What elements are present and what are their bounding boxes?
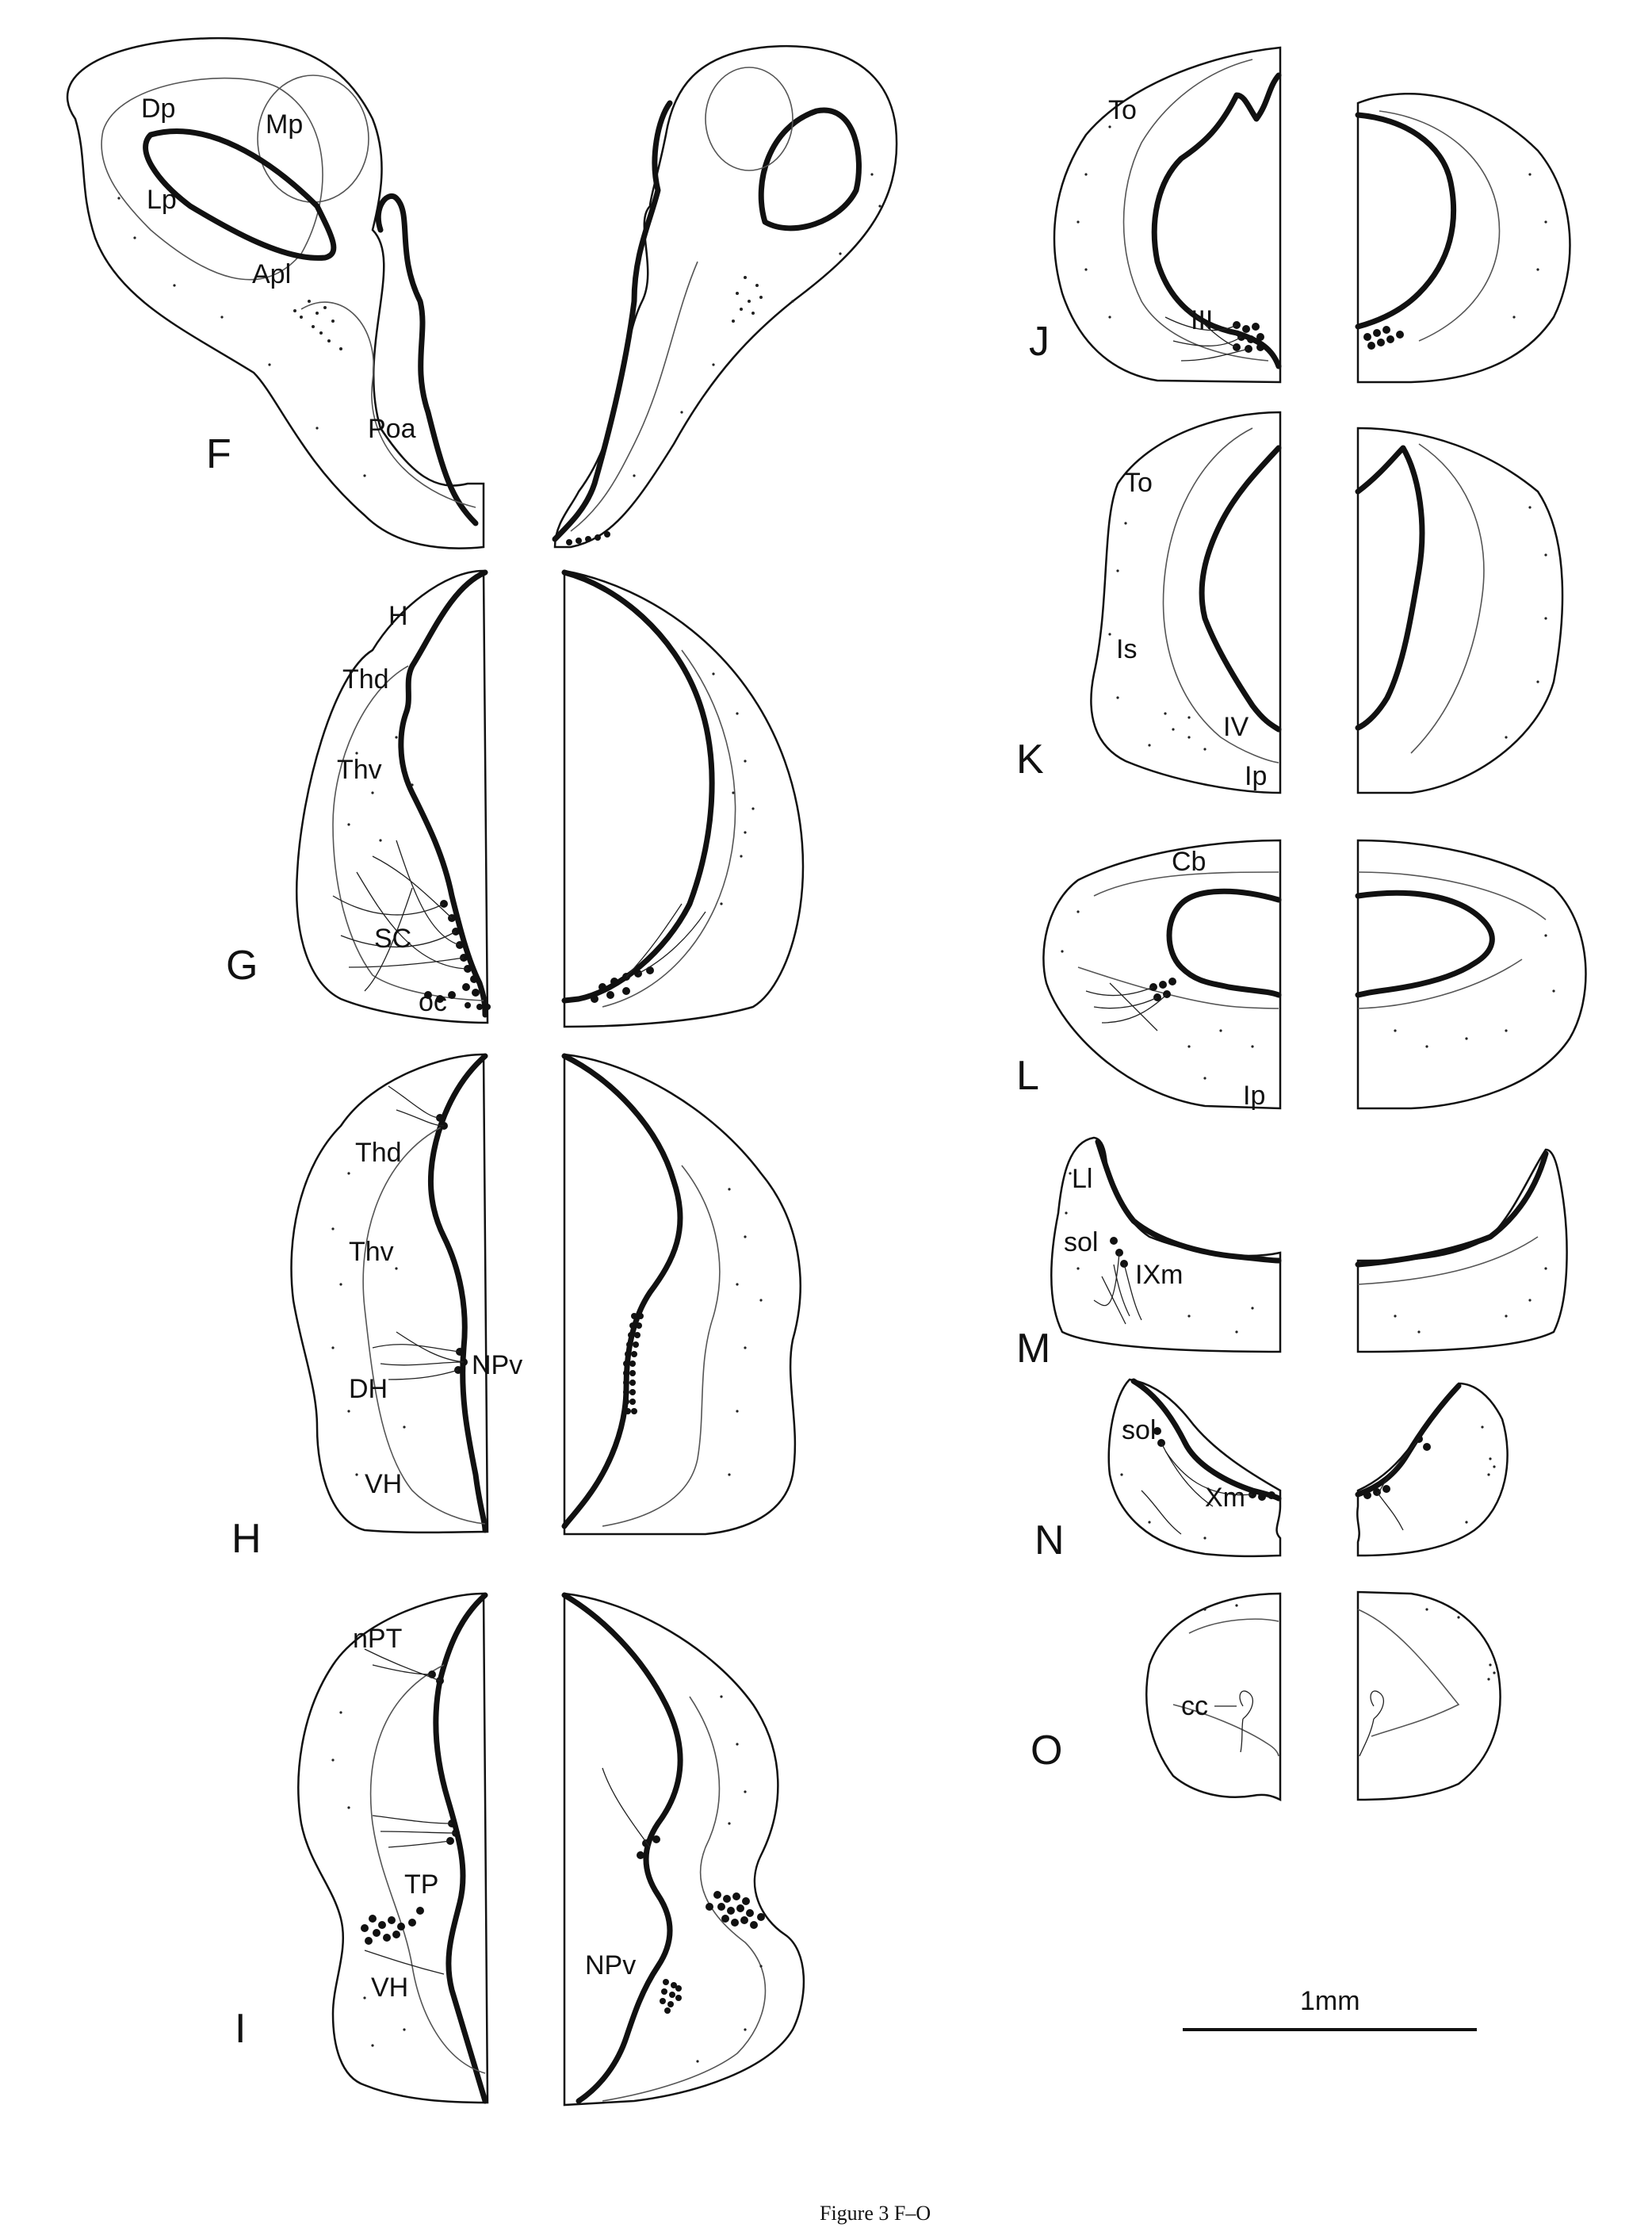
region-label-sol-n: sol: [1122, 1415, 1156, 1445]
region-label-xm: Xm: [1205, 1483, 1245, 1513]
section-label-o: O: [1031, 1728, 1062, 1774]
section-g: H Thd Thv SC oc G: [226, 569, 805, 1028]
region-label-ip-l: Ip: [1243, 1081, 1265, 1111]
section-m: Ll sol IXm M: [1016, 1136, 1568, 1372]
region-label-iii: III: [1191, 305, 1213, 335]
region-label-npt: nPT: [353, 1624, 402, 1654]
section-n: sol Xm N: [1034, 1378, 1509, 1563]
section-h: Thd Thv NPv DH VH H: [231, 1053, 801, 1562]
section-label-j: J: [1029, 319, 1050, 365]
section-o: cc O: [1031, 1590, 1501, 1802]
region-label-npv-h: NPv: [472, 1350, 522, 1380]
section-i: nPT TP VH NPv I: [235, 1592, 805, 2107]
region-label-thv-g: Thv: [337, 755, 382, 785]
section-label-i: I: [235, 2006, 246, 2052]
region-label-sol-m: sol: [1064, 1227, 1098, 1257]
section-label-f: F: [206, 431, 231, 477]
region-label-apl: Apl: [252, 259, 291, 289]
region-label-lp: Lp: [147, 185, 177, 215]
region-label-dh: DH: [349, 1374, 388, 1404]
region-label-to-k: To: [1124, 468, 1153, 498]
region-label-vh-h: VH: [365, 1469, 402, 1499]
region-label-cb: Cb: [1172, 847, 1206, 877]
section-l: Cb Ip L: [1016, 839, 1587, 1111]
region-label-ip-k: Ip: [1245, 761, 1267, 791]
region-label-mp: Mp: [266, 109, 303, 140]
figure-caption: Figure 3 F–O: [820, 2202, 931, 2225]
region-label-tp: TP: [404, 1869, 438, 1900]
region-label-cc: cc: [1181, 1691, 1208, 1721]
region-label-dp: Dp: [141, 94, 175, 124]
region-label-vh-i: VH: [371, 1973, 408, 2003]
region-label-thd-h: Thd: [355, 1138, 402, 1168]
region-label-is: Is: [1116, 634, 1137, 664]
section-label-k: K: [1016, 737, 1044, 783]
section-j: To III J: [1029, 46, 1571, 384]
region-label-ll: Ll: [1072, 1164, 1092, 1194]
section-f: Dp Mp Lp Apl Poa F: [66, 36, 898, 549]
section-label-h: H: [231, 1516, 262, 1562]
region-label-sc: SC: [374, 924, 411, 954]
region-label-ixm: IXm: [1135, 1260, 1183, 1290]
section-label-l: L: [1016, 1053, 1039, 1099]
region-label-thv-h: Thv: [349, 1237, 394, 1267]
section-label-m: M: [1016, 1326, 1050, 1372]
section-label-n: N: [1034, 1517, 1065, 1563]
region-label-poa: Poa: [368, 414, 416, 444]
region-label-to-j: To: [1108, 95, 1137, 125]
region-label-npv-i: NPv: [585, 1950, 636, 1980]
region-label-thd-g: Thd: [342, 664, 389, 695]
region-label-iv: IV: [1223, 712, 1249, 742]
scale-bar: 1mm: [1183, 1986, 1477, 2031]
scale-bar-label: 1mm: [1300, 1986, 1360, 2016]
region-label-h: H: [388, 601, 408, 631]
section-label-g: G: [226, 943, 258, 989]
section-k: To Is IV Ip K: [1016, 411, 1564, 794]
region-label-oc: oc: [419, 987, 447, 1017]
